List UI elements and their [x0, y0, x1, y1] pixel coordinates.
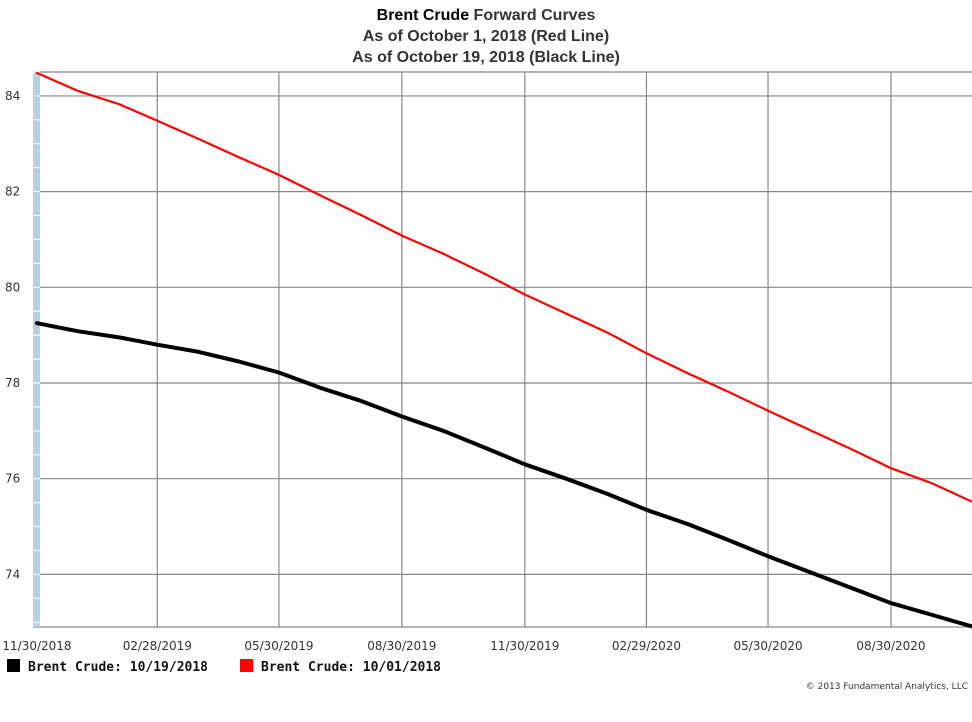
legend-label-black: Brent Crude: 10/19/2018	[28, 660, 208, 675]
legend-swatch-black	[7, 659, 20, 672]
y-tick-label: 80	[5, 280, 20, 294]
y-tick-label: 78	[5, 376, 20, 390]
x-tick-labels: 11/30/2018 02/28/2019 05/30/2019 08/30/2019…	[2, 639, 925, 653]
chart-title-strong: Brent Crude	[377, 7, 470, 24]
legend-label-red: Brent Crude: 10/01/2018	[261, 660, 441, 675]
legend: Brent Crude: 10/19/2018 Brent Crude: 10/…	[7, 659, 441, 675]
copyright-note: © 2013 Fundamental Analytics, LLC	[806, 682, 968, 692]
y-tick-label: 84	[5, 89, 20, 103]
x-tick-label: 11/30/2019	[490, 639, 559, 653]
chart-subtitle-2: As of October 19, 2018 (Black Line)	[352, 49, 620, 66]
y-tick-label: 82	[5, 185, 20, 199]
series-line-red	[35, 71, 972, 503]
legend-swatch-red	[240, 659, 253, 672]
y-tick-label: 76	[5, 472, 20, 486]
y-axis-scroll-bar[interactable]	[33, 72, 40, 627]
grid-lines	[33, 71, 972, 628]
chart-title: Brent Crude Forward Curves	[377, 7, 596, 24]
series-lines	[35, 71, 972, 629]
x-tick-label: 08/30/2020	[856, 639, 925, 653]
series-line-black	[35, 321, 972, 629]
x-tick-label: 02/28/2019	[123, 639, 192, 653]
y-tick-labels: 74 76 78 80 82 84	[5, 89, 20, 581]
x-tick-label: 05/30/2020	[733, 639, 802, 653]
x-tick-label: 08/30/2019	[367, 639, 436, 653]
x-tick-label: 11/30/2018	[2, 639, 71, 653]
x-tick-label: 02/29/2020	[612, 639, 681, 653]
chart-title-rest: Forward Curves	[474, 7, 596, 24]
chart-subtitle-1: As of October 1, 2018 (Red Line)	[363, 28, 609, 45]
y-tick-label: 74	[5, 567, 20, 581]
x-tick-label: 05/30/2019	[244, 639, 313, 653]
y-tick-marks	[33, 71, 40, 623]
